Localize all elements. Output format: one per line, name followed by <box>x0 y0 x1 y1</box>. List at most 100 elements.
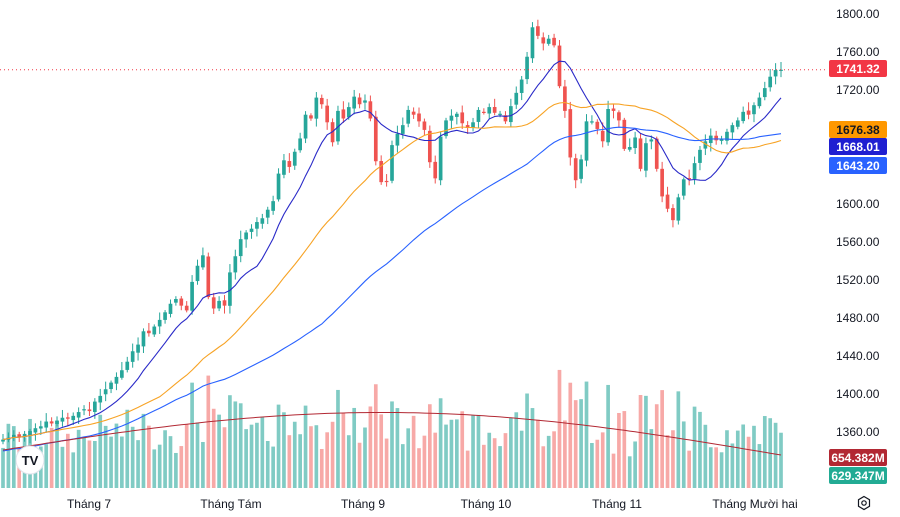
volume-bar <box>303 405 308 488</box>
volume-bar <box>492 438 497 488</box>
candle <box>671 204 675 228</box>
candle <box>611 103 616 119</box>
candle <box>184 301 189 313</box>
candle <box>33 423 38 441</box>
volume-bar <box>654 404 659 488</box>
volume-bar <box>319 448 324 488</box>
volume-bar <box>541 446 546 488</box>
volume-bar <box>346 435 351 488</box>
candle <box>174 296 178 306</box>
volume-bar <box>190 382 194 488</box>
volume-bar <box>136 440 140 488</box>
candle <box>422 118 427 136</box>
volume-bar <box>725 430 729 488</box>
volume-bar <box>125 409 130 488</box>
volume-bar <box>411 415 416 488</box>
volume-bar <box>536 419 540 488</box>
candle <box>228 264 232 314</box>
candle <box>238 230 243 263</box>
y-tick-label: 1800.00 <box>836 7 880 21</box>
volume-bar <box>676 391 681 488</box>
candle <box>130 343 135 368</box>
candle <box>633 131 637 155</box>
candle <box>260 213 265 229</box>
volume-bar <box>65 433 70 488</box>
price-badge-label: 1643.20 <box>836 159 880 173</box>
candle <box>395 125 400 153</box>
volume-bar <box>557 369 562 488</box>
volume-bar <box>103 425 108 488</box>
candle <box>195 259 200 285</box>
candle <box>71 412 76 425</box>
candle <box>109 380 113 394</box>
volume-bar <box>573 400 578 488</box>
volume-bar <box>665 435 670 488</box>
candle <box>292 148 297 170</box>
candle <box>427 125 432 168</box>
candle <box>714 130 719 145</box>
candle <box>444 117 448 139</box>
candle <box>244 230 248 248</box>
x-tick-label: Tháng Mười hai <box>712 497 797 511</box>
candle <box>730 122 735 139</box>
volume-bar <box>752 425 756 488</box>
candle <box>136 337 140 361</box>
volume-bar <box>438 398 443 488</box>
volume-bar <box>530 408 535 488</box>
candle <box>373 110 378 166</box>
volume-bar <box>757 444 762 488</box>
candle <box>617 110 621 128</box>
volume-bar <box>244 429 248 488</box>
volume-bar <box>60 446 65 488</box>
settings-icon[interactable] <box>856 495 872 511</box>
volume-bar <box>163 430 167 488</box>
candle <box>482 108 486 115</box>
candle <box>341 101 346 123</box>
volume-bar <box>735 430 740 488</box>
volume-bar <box>422 435 427 488</box>
candle <box>201 247 205 270</box>
candle <box>573 153 578 189</box>
candle <box>179 296 184 311</box>
x-tick-label: Tháng 9 <box>341 497 385 511</box>
volume-bar <box>265 440 270 488</box>
candle <box>665 186 670 213</box>
volume-bar <box>514 412 519 488</box>
volume-bar <box>741 424 746 488</box>
candle <box>38 420 43 435</box>
volume-bar <box>114 423 119 488</box>
volume-bar <box>109 436 113 488</box>
volume-bar <box>330 421 335 488</box>
candle <box>654 136 659 172</box>
candle <box>600 122 605 148</box>
candle <box>255 217 259 237</box>
candle <box>476 107 481 129</box>
volume-bar <box>503 433 508 488</box>
volume-bar <box>546 435 551 488</box>
candle <box>660 161 664 203</box>
candle <box>406 105 411 128</box>
candle <box>546 34 551 46</box>
candle <box>541 32 546 51</box>
volume-bar <box>336 389 340 488</box>
candle <box>417 107 421 127</box>
candle <box>352 89 357 115</box>
candle <box>676 193 681 225</box>
volume-bar <box>606 384 610 488</box>
volume-bar <box>292 421 297 488</box>
candle <box>568 101 573 166</box>
candle <box>147 323 151 337</box>
candle <box>460 105 465 129</box>
candle <box>719 135 724 145</box>
volume-bar <box>519 430 524 488</box>
volume-bar <box>314 425 319 488</box>
volume-bar <box>563 420 567 488</box>
candle <box>644 137 648 178</box>
candle <box>368 95 373 122</box>
candle <box>271 195 275 215</box>
candle <box>217 296 221 312</box>
candle <box>471 117 475 132</box>
volume-bar <box>390 401 394 488</box>
volume-bar <box>195 422 200 488</box>
